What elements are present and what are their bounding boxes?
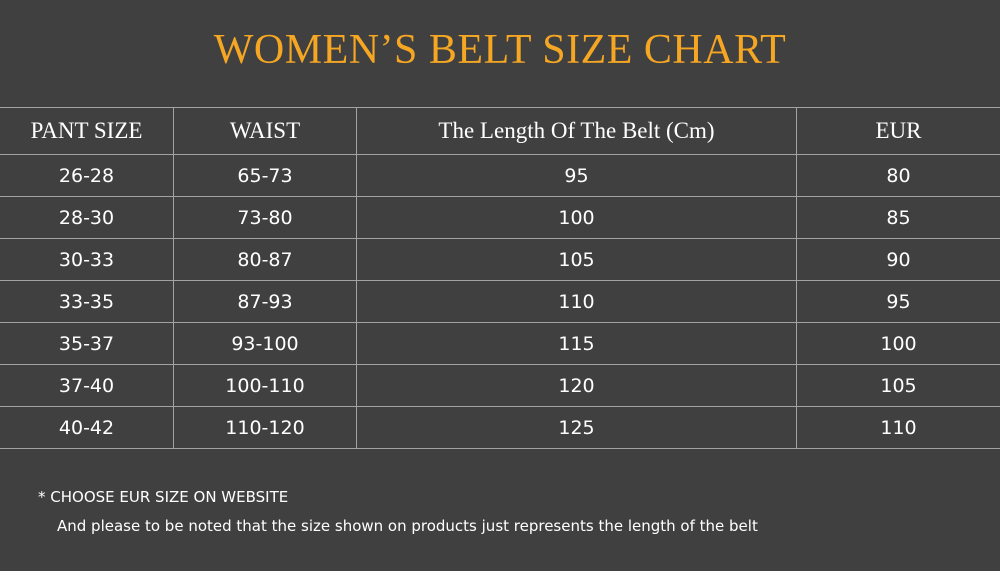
note-length-explanation: And please to be noted that the size sho… [57, 517, 758, 535]
cell-waist: 65-73 [173, 154, 357, 197]
header-belt-length: The Length Of The Belt (Cm) [356, 107, 797, 155]
cell-eur: 85 [796, 196, 1000, 239]
header-pant-size: PANT SIZE [0, 107, 174, 155]
header-row: PANT SIZE WAIST The Length Of The Belt (… [0, 107, 1000, 155]
cell-eur: 110 [796, 406, 1000, 449]
cell-pant-size: 26-28 [0, 154, 174, 197]
cell-pant-size: 37-40 [0, 364, 174, 407]
cell-waist: 73-80 [173, 196, 357, 239]
note-choose-eur: * CHOOSE EUR SIZE ON WEBSITE [38, 488, 289, 506]
cell-eur: 100 [796, 322, 1000, 365]
table-row: 37-40 100-110 120 105 [0, 364, 1000, 407]
cell-eur: 105 [796, 364, 1000, 407]
cell-pant-size: 33-35 [0, 280, 174, 323]
size-table: PANT SIZE WAIST The Length Of The Belt (… [0, 107, 1000, 449]
table-row: 26-28 65-73 95 80 [0, 154, 1000, 197]
cell-waist: 110-120 [173, 406, 357, 449]
cell-pant-size: 35-37 [0, 322, 174, 365]
cell-belt-length: 120 [356, 364, 797, 407]
cell-pant-size: 30-33 [0, 238, 174, 281]
cell-eur: 80 [796, 154, 1000, 197]
cell-belt-length: 100 [356, 196, 797, 239]
cell-waist: 100-110 [173, 364, 357, 407]
table-row: 35-37 93-100 115 100 [0, 322, 1000, 365]
table-row: 40-42 110-120 125 110 [0, 406, 1000, 449]
cell-eur: 90 [796, 238, 1000, 281]
cell-waist: 93-100 [173, 322, 357, 365]
header-waist: WAIST [173, 107, 357, 155]
table-row: 30-33 80-87 105 90 [0, 238, 1000, 281]
cell-waist: 80-87 [173, 238, 357, 281]
table-row: 33-35 87-93 110 95 [0, 280, 1000, 323]
header-eur: EUR [796, 107, 1000, 155]
cell-pant-size: 28-30 [0, 196, 174, 239]
cell-waist: 87-93 [173, 280, 357, 323]
cell-belt-length: 105 [356, 238, 797, 281]
cell-eur: 95 [796, 280, 1000, 323]
cell-belt-length: 115 [356, 322, 797, 365]
chart-title: WOMEN’S BELT SIZE CHART [213, 27, 787, 73]
cell-belt-length: 110 [356, 280, 797, 323]
cell-belt-length: 125 [356, 406, 797, 449]
cell-belt-length: 95 [356, 154, 797, 197]
table-row: 28-30 73-80 100 85 [0, 196, 1000, 239]
cell-pant-size: 40-42 [0, 406, 174, 449]
